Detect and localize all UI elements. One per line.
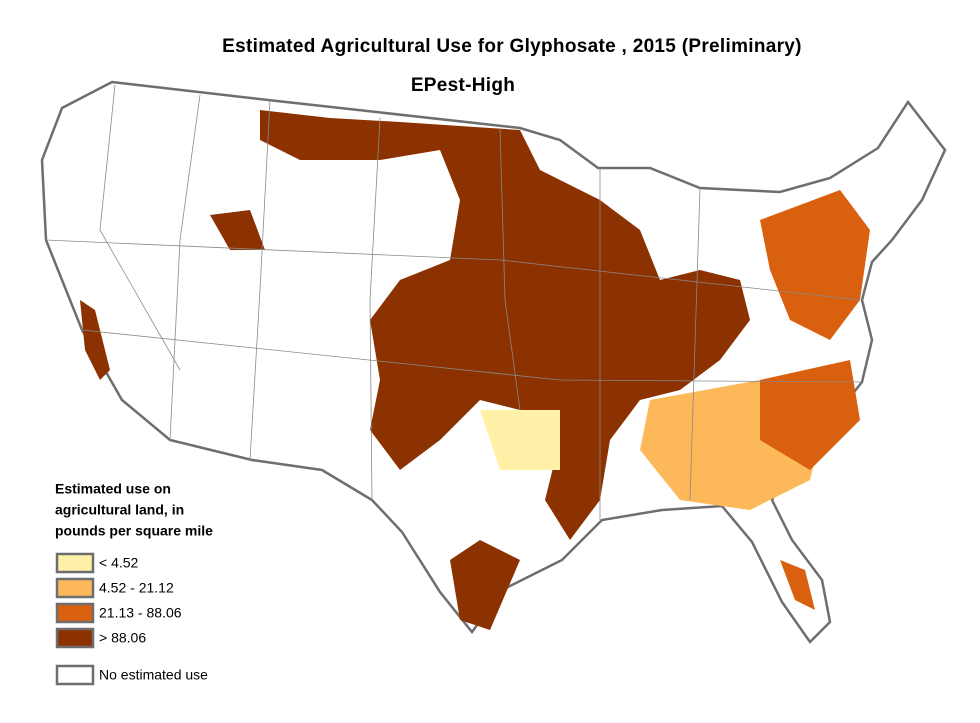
map-title: Estimated Agricultural Use for Glyphosat…: [222, 36, 802, 57]
map-subtitle: EPest-High: [411, 75, 515, 96]
legend-swatch: [55, 627, 95, 649]
high-use-northeast: [760, 190, 870, 340]
state-borders: [45, 84, 863, 520]
high-use-carolinas: [760, 360, 860, 470]
high-use-idaho: [210, 210, 265, 250]
legend-title: agricultural land, in: [55, 502, 184, 518]
high-use-california: [80, 300, 110, 380]
high-use-texas: [450, 540, 520, 630]
legend-title: Estimated use on: [55, 481, 171, 497]
legend-label: 4.52 - 21.12: [99, 580, 174, 596]
legend-swatch: [55, 577, 95, 599]
legend-label: 21.13 - 88.06: [99, 605, 182, 621]
legend-swatch: [55, 664, 95, 686]
legend-swatch: [55, 602, 95, 624]
map: [40, 80, 947, 644]
high-use-florida: [780, 560, 815, 610]
legend-label: > 88.06: [99, 630, 146, 646]
legend-title: pounds per square mile: [55, 523, 213, 539]
legend-label: No estimated use: [99, 667, 208, 683]
legend: Estimated use on agricultural land, in pou…: [55, 481, 213, 686]
legend-swatch: [55, 552, 95, 574]
high-use-region: [260, 110, 750, 540]
legend-label: < 4.52: [99, 555, 139, 571]
low-use-plains: [480, 410, 560, 470]
